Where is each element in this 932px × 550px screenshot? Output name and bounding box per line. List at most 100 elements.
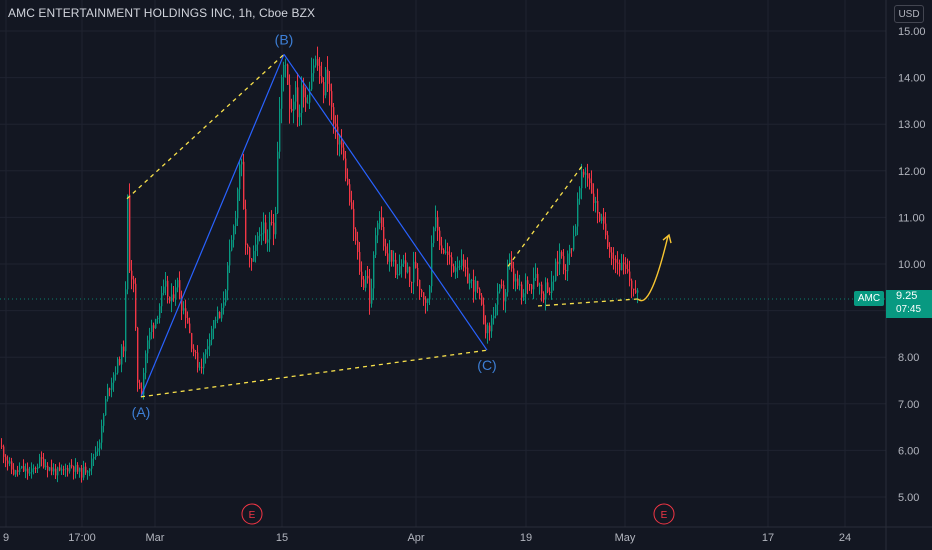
- candle-body: [505, 292, 507, 302]
- candle-body: [131, 270, 133, 280]
- candle-body: [69, 464, 71, 472]
- currency-button[interactable]: USD: [894, 5, 924, 23]
- candle-body: [53, 468, 55, 472]
- candle-body: [315, 59, 317, 66]
- time-axis[interactable]: 9 17:00 Mar 15 Apr 19 May 17 24: [0, 526, 932, 544]
- chart-title: AMC ENTERTAINMENT HOLDINGS INC, 1h, Cboe…: [8, 6, 316, 20]
- candle-body: [447, 251, 449, 255]
- candle-body: [51, 467, 53, 472]
- candle-body: [177, 280, 179, 288]
- candle-body: [275, 213, 277, 235]
- candle-body: [355, 229, 357, 241]
- candle-body: [543, 293, 545, 300]
- candle-body: [115, 372, 117, 375]
- candle-body: [633, 288, 635, 291]
- candle-body: [379, 217, 381, 224]
- candle-body: [563, 256, 565, 270]
- candle-body: [565, 269, 567, 272]
- candle-body: [89, 468, 91, 472]
- candle-body: [349, 184, 351, 203]
- candle-body: [539, 284, 541, 286]
- candle-body: [615, 259, 617, 263]
- candle-body: [451, 257, 453, 267]
- candle-body: [307, 102, 309, 104]
- candle-body: [185, 308, 187, 318]
- candle-body: [609, 246, 611, 253]
- candle-body: [533, 277, 535, 290]
- candle-body: [219, 311, 221, 319]
- candle-body: [439, 230, 441, 246]
- candle-body: [43, 458, 45, 468]
- candle-body: [263, 222, 265, 234]
- candle-body: [91, 458, 93, 469]
- candle-body: [11, 461, 13, 470]
- candle-body: [603, 216, 605, 224]
- candle-body: [431, 243, 433, 287]
- candle-body: [137, 327, 139, 383]
- candle-body: [15, 470, 17, 475]
- candle-body: [607, 235, 609, 247]
- candle-body: [265, 222, 267, 243]
- candle-body: [295, 87, 297, 102]
- candle-body: [585, 173, 587, 175]
- candle-body: [491, 318, 493, 332]
- trend-line: [537, 298, 639, 307]
- candle-body: [345, 158, 347, 179]
- candle-body: [501, 284, 503, 286]
- candle-body: [285, 64, 287, 66]
- time-tick-label: May: [615, 532, 636, 544]
- earnings-marker-label: E: [249, 510, 256, 521]
- candle-body: [341, 140, 343, 148]
- price-tick-label: 10.00: [898, 259, 926, 271]
- candle-body: [257, 235, 259, 245]
- candle-body: [537, 273, 539, 286]
- candle-body: [179, 280, 181, 300]
- candle-body: [561, 252, 563, 257]
- candle-body: [71, 464, 73, 467]
- candle-body: [593, 193, 595, 203]
- candle-body: [619, 263, 621, 271]
- candle-body: [421, 290, 423, 293]
- candle-body: [325, 69, 327, 96]
- pattern-drawings: (A) (B) (C) E E: [0, 31, 886, 525]
- candle-body: [497, 291, 499, 305]
- candle-body: [347, 178, 349, 185]
- candle-body: [477, 280, 479, 289]
- candle-body: [617, 262, 619, 264]
- candle-body: [403, 260, 405, 264]
- time-tick-label: 19: [520, 532, 532, 544]
- candle-body: [225, 290, 227, 303]
- candle-body: [169, 296, 171, 302]
- candle-body: [211, 328, 213, 340]
- candle-body: [163, 286, 165, 293]
- candle-body: [87, 471, 89, 473]
- candle-body: [31, 468, 33, 473]
- time-tick-label: 17: [762, 532, 774, 544]
- price-tick-label: 12.00: [898, 166, 926, 178]
- price-tick-label: 15.00: [898, 26, 926, 38]
- candle-body: [621, 262, 623, 271]
- candle-body: [147, 340, 149, 354]
- candle-body: [47, 465, 49, 471]
- candle-body: [411, 282, 413, 284]
- trend-line: [140, 349, 488, 398]
- candle-body: [267, 239, 269, 243]
- candle-body: [159, 306, 161, 319]
- candle-body: [251, 258, 253, 262]
- candle-body: [59, 467, 61, 471]
- time-tick-label: Apr: [407, 532, 424, 544]
- candle-body: [305, 97, 307, 103]
- candle-body: [569, 248, 571, 254]
- time-tick-label: Mar: [146, 532, 165, 544]
- ticker-badge: AMC: [854, 291, 884, 306]
- candle-body: [103, 415, 105, 426]
- candle-body: [479, 288, 481, 296]
- candle-body: [273, 222, 275, 235]
- candle-body: [461, 259, 463, 266]
- candle-body: [133, 279, 135, 284]
- candle-body: [85, 466, 87, 473]
- candle-body: [375, 235, 377, 255]
- candle-body: [23, 466, 25, 472]
- candle-body: [213, 320, 215, 329]
